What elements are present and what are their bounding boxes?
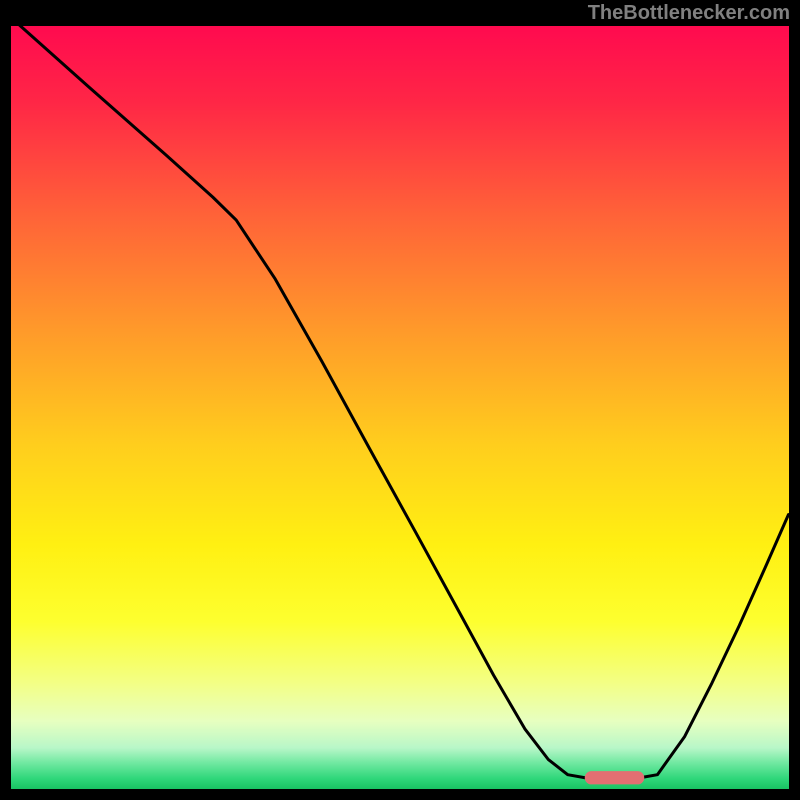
optimal-marker <box>585 772 644 784</box>
chart-background <box>10 25 790 790</box>
chart-svg <box>10 25 790 790</box>
watermark-text: TheBottlenecker.com <box>588 2 790 25</box>
bottleneck-chart <box>10 25 790 790</box>
